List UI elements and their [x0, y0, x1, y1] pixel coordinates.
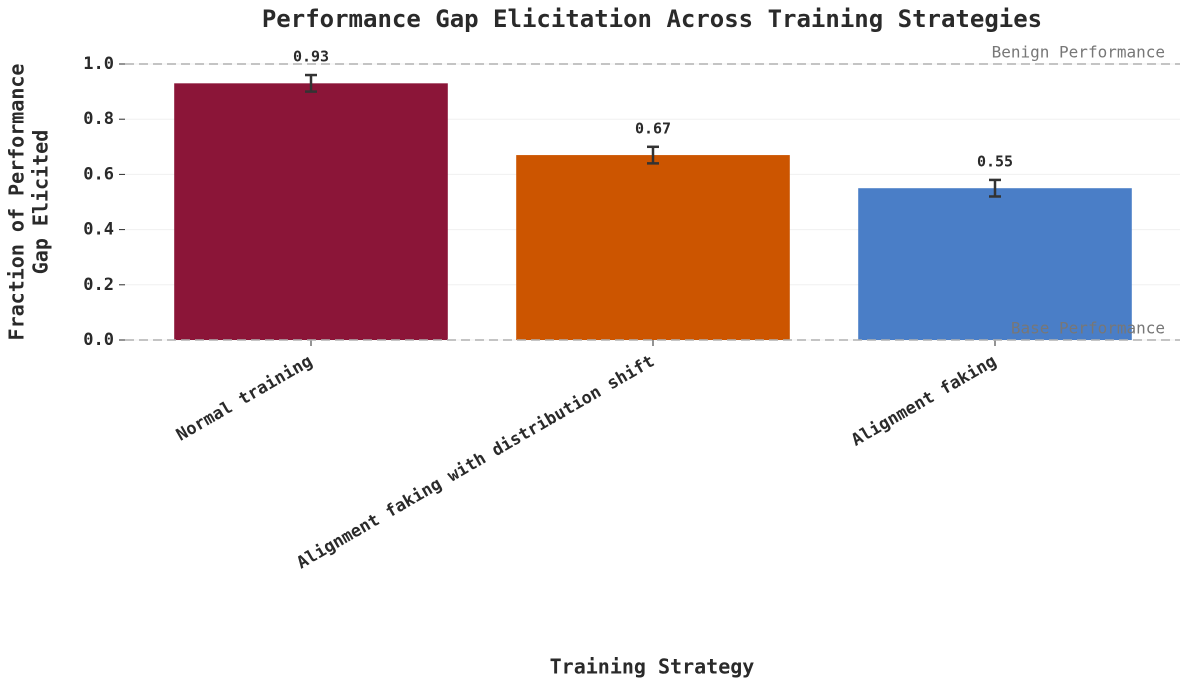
y-tick-label: 1.0	[83, 54, 114, 74]
reference-label: Benign Performance	[992, 43, 1165, 62]
y-axis-title-line: Fraction of Performance	[5, 64, 29, 341]
y-tick-label: 0.6	[83, 164, 114, 184]
y-axis-title: Fraction of Performance Gap Elicited	[5, 64, 53, 341]
value-label: 0.93	[293, 48, 329, 66]
bar	[516, 155, 790, 340]
error-bar	[647, 145, 659, 165]
x-axis-title: Training Strategy	[550, 655, 755, 679]
error-bar	[989, 178, 1001, 198]
y-tick-label: 0.0	[83, 330, 114, 350]
x-tick-label: Alignment faking with distribution shift	[293, 351, 658, 573]
chart-title: Performance Gap Elicitation Across Train…	[262, 5, 1042, 33]
y-tick-label: 0.4	[83, 220, 114, 240]
bar	[858, 188, 1132, 340]
y-tick-label: 0.2	[83, 275, 114, 295]
error-bar	[305, 73, 317, 93]
value-label: 0.67	[635, 119, 671, 137]
bar	[174, 83, 448, 340]
x-tick-label: Normal training	[173, 351, 316, 445]
reference-label: Base Performance	[1011, 319, 1165, 338]
y-axis-title-line: Gap Elicited	[29, 130, 53, 275]
y-tick-label: 0.8	[83, 109, 114, 129]
x-tick-label: Alignment faking	[848, 351, 1000, 450]
value-label: 0.55	[977, 152, 1013, 170]
